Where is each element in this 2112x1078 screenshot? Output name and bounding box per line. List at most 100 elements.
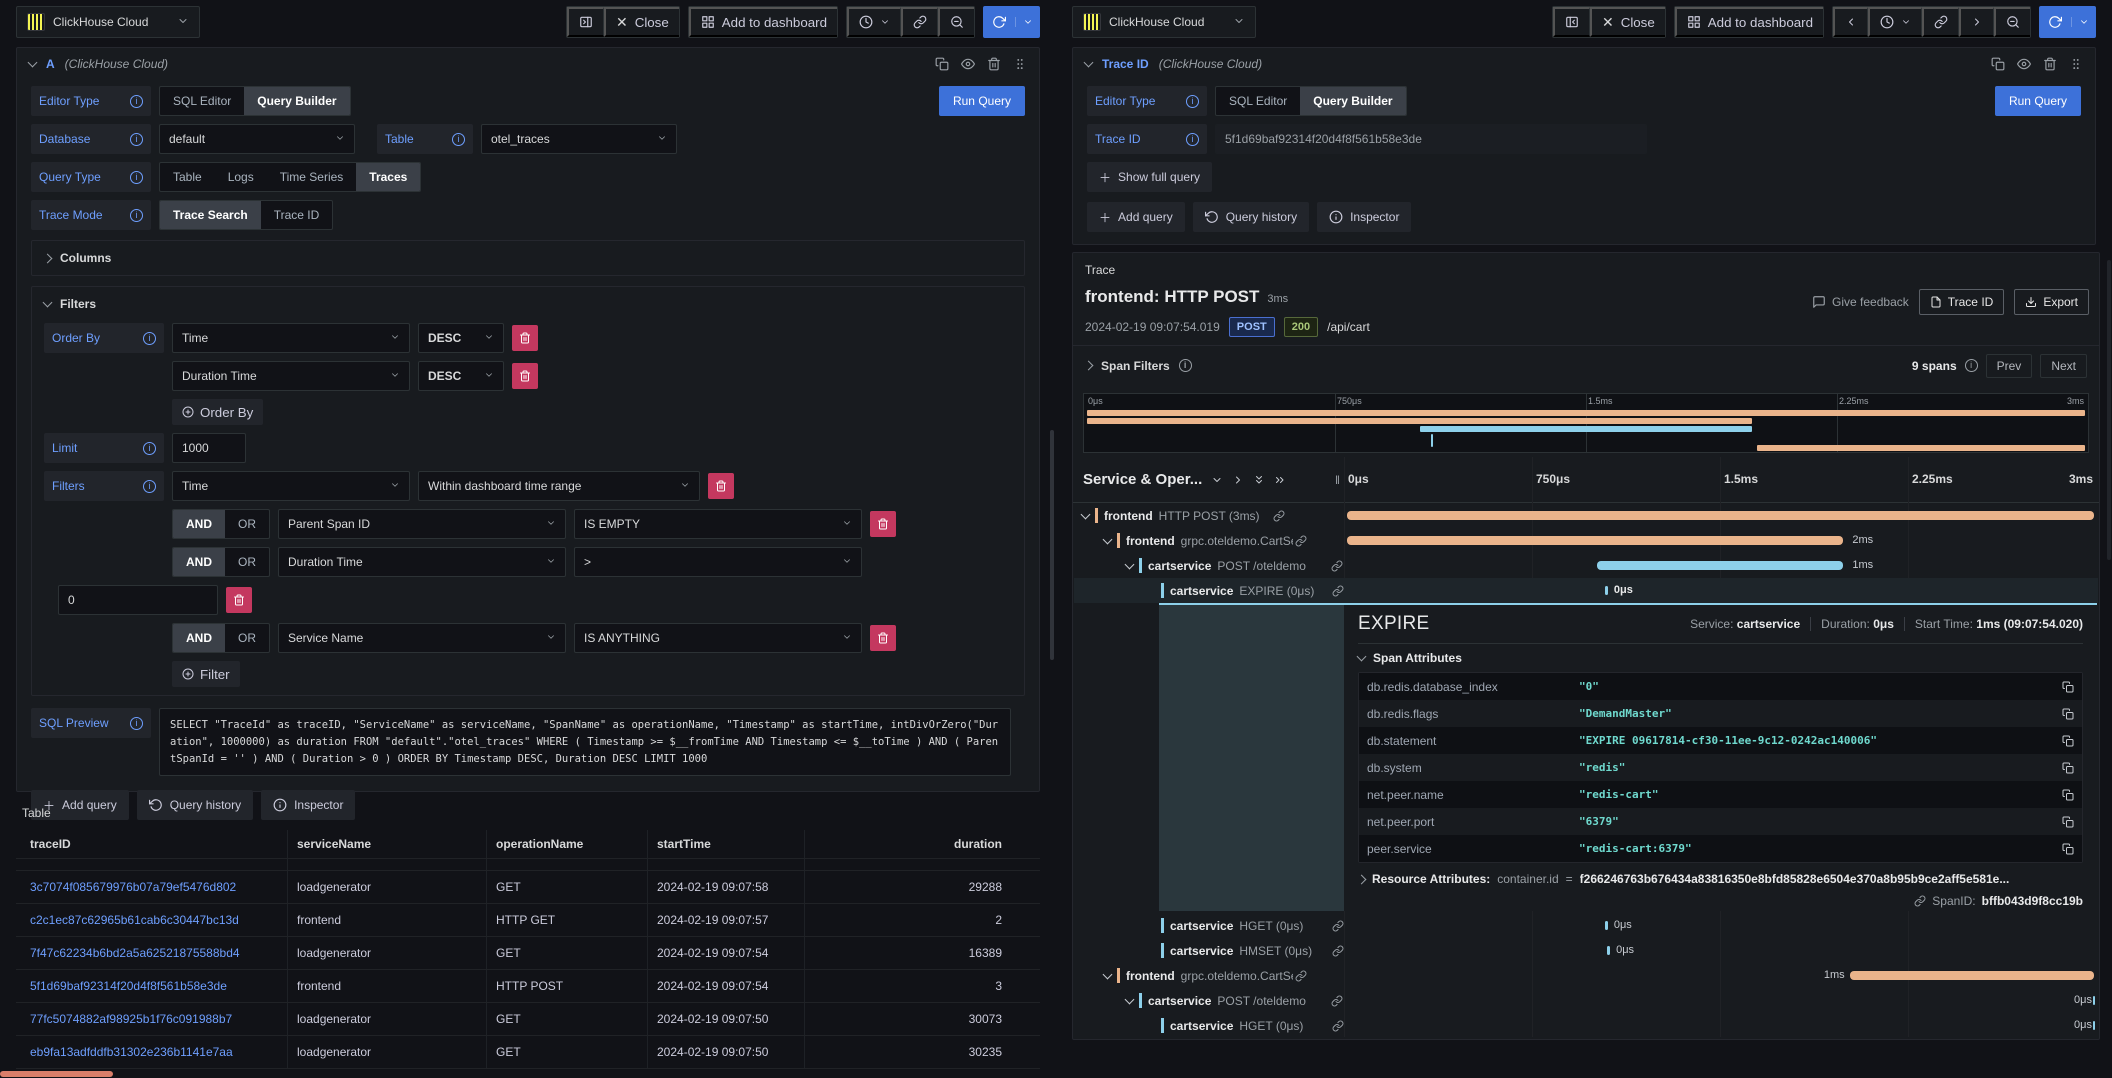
copy-icon[interactable] — [2062, 789, 2074, 801]
span-link-icon[interactable] — [1332, 585, 1344, 597]
order-by-field-select[interactable]: Time — [172, 323, 410, 353]
disable-query-icon[interactable] — [2017, 57, 2031, 71]
database-select[interactable]: default — [159, 124, 355, 154]
and-option[interactable]: AND — [173, 624, 225, 652]
horizontal-scrollbar-thumb[interactable] — [0, 1071, 113, 1077]
remove-order-by-button[interactable] — [512, 325, 538, 351]
remove-filter-button[interactable] — [708, 473, 734, 499]
tab-sql-editor[interactable]: SQL Editor — [1229, 94, 1288, 108]
trace-id-input[interactable] — [1215, 124, 1647, 154]
remove-filter-button[interactable] — [870, 625, 896, 651]
span-row[interactable]: cartservice HMSET (0μs) 0μs — [1074, 938, 2098, 963]
order-by-dir-select[interactable]: DESC — [418, 323, 504, 353]
zoom-out-button[interactable] — [1994, 7, 2030, 37]
add-query-button[interactable]: ＋ Add query — [31, 790, 129, 821]
datasource-picker[interactable]: ClickHouse Cloud — [1072, 6, 1256, 38]
run-refresh-button[interactable] — [2039, 6, 2096, 38]
col-header-operationname[interactable]: operationName — [487, 830, 648, 858]
delete-query-icon[interactable] — [2043, 57, 2057, 71]
disable-query-icon[interactable] — [961, 57, 975, 71]
tab-time-series[interactable]: Time Series — [279, 170, 344, 184]
datasource-picker[interactable]: ClickHouse Cloud — [16, 6, 200, 38]
export-button[interactable]: Export — [2014, 289, 2089, 315]
tab-query-builder[interactable]: Query Builder — [1300, 87, 1406, 115]
share-link-button[interactable] — [901, 7, 938, 37]
add-query-button[interactable]: ＋ Add query — [1087, 202, 1185, 232]
next-span-button[interactable]: Next — [2040, 353, 2087, 378]
add-to-dashboard-button[interactable]: Add to dashboard — [1674, 7, 1823, 37]
resource-attributes-toggle[interactable]: Resource Attributes: container.id = f266… — [1358, 872, 2083, 886]
tab-logs[interactable]: Logs — [227, 170, 254, 184]
span-link-icon[interactable] — [1332, 945, 1344, 957]
copy-icon[interactable] — [2062, 843, 2074, 855]
query-history-button[interactable]: Query history — [1192, 202, 1310, 232]
filter-range-select[interactable]: Within dashboard time range — [418, 471, 700, 501]
filter-operator-select[interactable]: IS EMPTY — [574, 509, 862, 539]
time-picker-button[interactable] — [1868, 7, 1922, 37]
tab-trace-search[interactable]: Trace Search — [160, 201, 261, 229]
col-header-duration[interactable]: duration — [954, 837, 1002, 851]
trace-minimap[interactable]: 0μs 750μs 1.5ms 2.25ms 3ms — [1083, 393, 2089, 453]
span-row[interactable]: cartservice HGET (0μs) 0μs — [1074, 1013, 2098, 1038]
link-icon[interactable] — [1914, 895, 1926, 907]
time-shift-back-button[interactable] — [1833, 7, 1868, 37]
span-row[interactable]: cartservice POST /oteldemo 0μs — [1074, 988, 2098, 1013]
expand-all-icon[interactable] — [1274, 474, 1286, 486]
filter-field-select[interactable]: Duration Time — [278, 547, 566, 577]
close-pane-button[interactable]: ✕ Close — [1589, 7, 1665, 37]
time-picker-button[interactable] — [847, 7, 901, 37]
trace-link[interactable]: eb9fa13adfddfb31302e236b1141e7aa — [16, 1036, 288, 1068]
remove-order-by-button[interactable] — [512, 363, 538, 389]
duplicate-query-icon[interactable] — [1991, 57, 2005, 71]
filter-operator-select[interactable]: IS ANYTHING — [574, 623, 862, 653]
split-pane-button[interactable] — [566, 7, 604, 37]
duplicate-query-icon[interactable] — [935, 57, 949, 71]
or-option[interactable]: OR — [238, 631, 256, 645]
add-order-by-button[interactable]: Order By — [172, 399, 264, 425]
give-feedback-button[interactable]: Give feedback — [1812, 295, 1909, 309]
tab-trace-id[interactable]: Trace ID — [273, 208, 320, 222]
column-resize-handle[interactable]: ‖ — [1335, 473, 1341, 487]
or-option[interactable]: OR — [238, 555, 256, 569]
inspector-button[interactable]: Inspector — [261, 790, 356, 821]
filter-value-input[interactable] — [58, 585, 218, 615]
filter-field-select[interactable]: Parent Span ID — [278, 509, 566, 539]
tab-query-builder[interactable]: Query Builder — [244, 87, 350, 115]
add-filter-button[interactable]: Filter — [172, 661, 240, 687]
show-full-query-button[interactable]: ＋ Show full query — [1087, 162, 1213, 192]
run-refresh-button[interactable] — [983, 6, 1040, 38]
tab-sql-editor[interactable]: SQL Editor — [173, 94, 232, 108]
run-query-button[interactable]: Run Query — [1994, 86, 2081, 116]
trace-link[interactable]: 77fc5074882af98925b1f76c091988b7 — [16, 1003, 288, 1035]
vertical-scrollbar-thumb[interactable] — [2107, 260, 2111, 560]
span-row[interactable]: cartservice HGET (0μs) 0μs — [1074, 913, 2098, 938]
trace-id-copy-button[interactable]: Trace ID — [1918, 289, 2005, 315]
span-link-icon[interactable] — [1332, 1020, 1344, 1032]
copy-icon[interactable] — [2062, 816, 2074, 828]
close-pane-button[interactable]: ✕ Close — [603, 7, 679, 37]
span-link-icon[interactable] — [1295, 535, 1307, 547]
copy-icon[interactable] — [2062, 735, 2074, 747]
span-link-icon[interactable] — [1331, 995, 1343, 1007]
vertical-scrollbar-thumb[interactable] — [1050, 430, 1054, 660]
copy-icon[interactable] — [2062, 708, 2074, 720]
tab-traces[interactable]: Traces — [356, 163, 421, 191]
time-shift-forward-button[interactable] — [1959, 7, 1994, 37]
trace-link[interactable]: 3c7074f085679976b07a79ef5476d802 — [16, 871, 288, 903]
trace-link[interactable]: c2c1ec87c62965b61cab6c30447bc13d — [16, 904, 288, 936]
collapse-query-chevron[interactable] — [1083, 57, 1094, 68]
collapse-one-icon[interactable] — [1211, 474, 1223, 486]
col-header-servicename[interactable]: serviceName — [288, 830, 487, 858]
copy-icon[interactable] — [2062, 762, 2074, 774]
add-to-dashboard-button[interactable]: Add to dashboard — [688, 7, 837, 37]
trace-link[interactable]: 7f47c62234b6bd2a5a62521875588bd4 — [16, 937, 288, 969]
share-link-button[interactable] — [1922, 7, 1959, 37]
span-row[interactable]: frontend HTTP POST (3ms) — [1074, 503, 2098, 528]
drag-handle-icon[interactable] — [2069, 57, 2083, 71]
span-row-selected[interactable]: cartservice EXPIRE (0μs) 0μs — [1074, 578, 2098, 603]
delete-query-icon[interactable] — [987, 57, 1001, 71]
run-query-button[interactable]: Run Query — [938, 86, 1025, 116]
order-by-dir-select[interactable]: DESC — [418, 361, 504, 391]
collapse-all-icon[interactable] — [1253, 474, 1265, 486]
span-row[interactable]: frontend grpc.oteldemo.CartSer 2ms — [1074, 528, 2098, 553]
